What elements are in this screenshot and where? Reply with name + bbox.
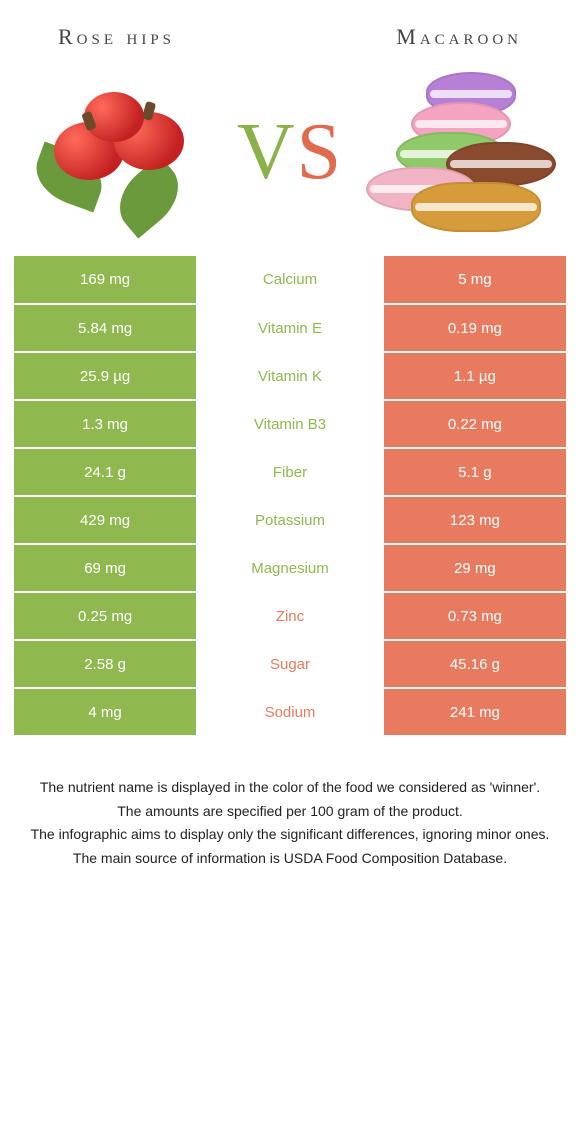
table-row: 169 mgCalcium5 mg <box>14 256 566 304</box>
table-row: 429 mgPotassium123 mg <box>14 496 566 544</box>
left-value: 1.3 mg <box>14 400 196 448</box>
left-value: 5.84 mg <box>14 304 196 352</box>
footnote-line: The nutrient name is displayed in the co… <box>26 777 554 799</box>
table-row: 1.3 mgVitamin B30.22 mg <box>14 400 566 448</box>
title-row: Rose hips Macaroon <box>0 0 580 58</box>
hero-row: VS <box>0 58 580 256</box>
left-value: 24.1 g <box>14 448 196 496</box>
left-value: 0.25 mg <box>14 592 196 640</box>
nutrient-name: Potassium <box>196 496 384 544</box>
vs-v: V <box>237 108 297 196</box>
right-value: 45.16 g <box>384 640 566 688</box>
table-row: 69 mgMagnesium29 mg <box>14 544 566 592</box>
table-row: 0.25 mgZinc0.73 mg <box>14 592 566 640</box>
nutrient-name: Fiber <box>196 448 384 496</box>
left-value: 169 mg <box>14 256 196 304</box>
nutrient-name: Magnesium <box>196 544 384 592</box>
left-value: 2.58 g <box>14 640 196 688</box>
left-title: Rose hips <box>58 24 175 50</box>
nutrient-name: Sodium <box>196 688 384 736</box>
nutrient-name: Zinc <box>196 592 384 640</box>
left-value: 429 mg <box>14 496 196 544</box>
right-value: 241 mg <box>384 688 566 736</box>
nutrient-name: Vitamin E <box>196 304 384 352</box>
table-row: 5.84 mgVitamin E0.19 mg <box>14 304 566 352</box>
right-title: Macaroon <box>396 24 522 50</box>
vs-s: S <box>297 108 344 196</box>
table-row: 24.1 gFiber5.1 g <box>14 448 566 496</box>
right-value: 123 mg <box>384 496 566 544</box>
nutrient-name: Vitamin B3 <box>196 400 384 448</box>
table-row: 4 mgSodium241 mg <box>14 688 566 736</box>
rosehips-illustration <box>24 72 224 232</box>
footnotes: The nutrient name is displayed in the co… <box>0 737 580 872</box>
table-row: 2.58 gSugar45.16 g <box>14 640 566 688</box>
footnote-line: The infographic aims to display only the… <box>26 824 554 846</box>
right-value: 29 mg <box>384 544 566 592</box>
footnote-line: The main source of information is USDA F… <box>26 848 554 870</box>
right-value: 1.1 µg <box>384 352 566 400</box>
right-value: 0.19 mg <box>384 304 566 352</box>
comparison-table: 169 mgCalcium5 mg5.84 mgVitamin E0.19 mg… <box>14 256 566 737</box>
table-row: 25.9 µgVitamin K1.1 µg <box>14 352 566 400</box>
footnote-line: The amounts are specified per 100 gram o… <box>26 801 554 823</box>
comparison-table-wrap: 169 mgCalcium5 mg5.84 mgVitamin E0.19 mg… <box>0 256 580 737</box>
right-value: 5.1 g <box>384 448 566 496</box>
infographic-root: Rose hips Macaroon VS 169 mgCalcium5 mg5… <box>0 0 580 1144</box>
macaroon-illustration <box>356 72 556 232</box>
right-value: 5 mg <box>384 256 566 304</box>
nutrient-name: Sugar <box>196 640 384 688</box>
left-value: 69 mg <box>14 544 196 592</box>
nutrient-name: Vitamin K <box>196 352 384 400</box>
left-value: 25.9 µg <box>14 352 196 400</box>
right-value: 0.73 mg <box>384 592 566 640</box>
left-value: 4 mg <box>14 688 196 736</box>
vs-label: VS <box>237 107 343 198</box>
right-value: 0.22 mg <box>384 400 566 448</box>
nutrient-name: Calcium <box>196 256 384 304</box>
